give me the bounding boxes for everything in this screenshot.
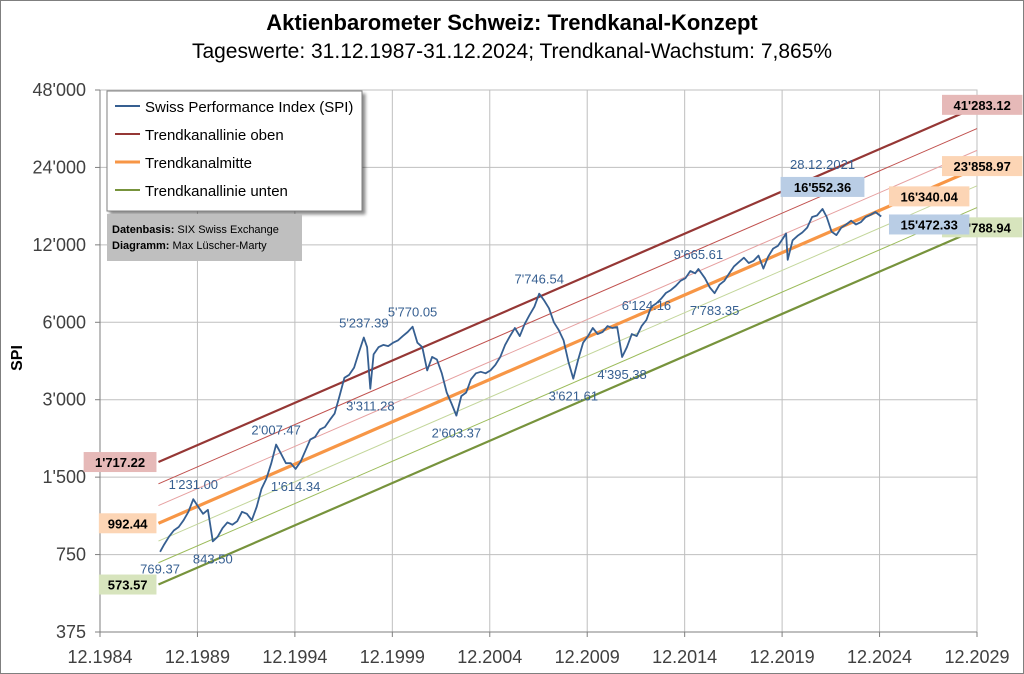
channel-start-upper-bg <box>83 452 157 473</box>
channel-line-upper <box>158 105 978 464</box>
annotation-label: 769.37 <box>140 562 180 577</box>
channel-end-middle: 23'858.97 <box>954 159 1011 174</box>
x-tick-label: 12.1989 <box>165 647 230 667</box>
source-note-line: Datenbasis: SIX Swiss Exchange <box>112 224 279 236</box>
legend-label: Swiss Performance Index (SPI) <box>145 99 353 116</box>
annotation-label: 9'665.61 <box>674 247 723 262</box>
x-tick-label: 12.2019 <box>750 647 815 667</box>
annotation-label: 28.12.2021 <box>790 157 855 172</box>
legend-box <box>106 90 363 212</box>
y-tick-label: 1'500 <box>43 467 86 487</box>
channel-line-lower <box>158 228 978 586</box>
source-note-bg <box>107 214 302 261</box>
annotation-label: 1'231.00 <box>169 477 218 492</box>
value-2024-bg <box>888 186 970 207</box>
value-2024: 15'472.33 <box>901 217 958 232</box>
channel-start-upper: 1'717.22 <box>95 455 145 470</box>
annotation-label: 843.50 <box>193 551 233 566</box>
channel-start-middle-bg <box>98 513 157 534</box>
annotation-label: 5'237.39 <box>339 315 388 330</box>
annotation-label: 3'621.61 <box>549 389 598 404</box>
annotation-label: 4'395.38 <box>597 367 646 382</box>
chart-title: Aktienbarometer Schweiz: Trendkanal-Konz… <box>266 10 758 35</box>
legend-label: Trendkanalmitte <box>145 155 252 172</box>
annotation-label: 3'311.28 <box>346 399 395 414</box>
channel-line-lower_inner <box>158 207 978 564</box>
y-axis-label: SPI <box>9 345 26 371</box>
x-tick-label: 12.1999 <box>360 647 425 667</box>
channel-end-upper-bg <box>942 94 1023 115</box>
x-tick-label: 12.2024 <box>847 647 912 667</box>
channel-end-upper: 41'283.12 <box>954 98 1011 113</box>
value-2024: 16'340.04 <box>901 189 959 204</box>
x-tick-label: 12.1994 <box>262 647 327 667</box>
annotation-label: 7'783.35 <box>690 303 739 318</box>
x-tick-label: 12.2009 <box>555 647 620 667</box>
source-note-line: Diagramm: Max Lüscher-Marty <box>112 240 267 252</box>
annotation-label: 5'770.05 <box>388 305 437 320</box>
source-note: Datenbasis: SIX Swiss Exchange Diagramm: … <box>107 214 302 261</box>
chart-subtitle: Tageswerte: 31.12.1987-31.12.2024; Trend… <box>191 40 833 63</box>
channel-line-lower_mid <box>158 185 978 542</box>
channel-end-middle-bg <box>942 156 1023 177</box>
x-tick-label: 12.2029 <box>944 647 1009 667</box>
legend: Swiss Performance Index (SPI) Trendkanall… <box>106 90 363 212</box>
channel-start-middle: 992.44 <box>108 516 149 531</box>
annotation-label: 2'603.37 <box>432 426 481 441</box>
annotation-label: 16'552.36 <box>794 180 851 195</box>
y-tick-label: 375 <box>56 622 86 642</box>
x-tick-label: 12.2014 <box>652 647 717 667</box>
annotation-label: 2'007.47 <box>251 423 300 438</box>
annotations: 769.37 1'231.00 843.50 2'007.47 1'614.34 5'23… <box>140 157 865 577</box>
annotation-label: 6'124.16 <box>622 298 671 313</box>
y-tick-label: 24'000 <box>33 157 87 177</box>
y-tick-label: 6'000 <box>43 312 86 332</box>
channel-start-lower-bg <box>98 574 157 595</box>
channel-line-upper_mid <box>158 149 978 507</box>
y-tick-label: 750 <box>56 545 86 565</box>
annotation-label: 1'614.34 <box>271 479 320 494</box>
y-tick-label: 3'000 <box>43 390 86 410</box>
y-tick-label: 48'000 <box>33 80 87 100</box>
axes: 375 750 1'500 3'000 6'000 12'000 24'000 48'000 1… <box>33 80 1010 667</box>
spi-line <box>159 207 882 553</box>
value-2024-bg <box>888 214 970 235</box>
annotation-label: 7'746.54 <box>514 272 563 287</box>
y-tick-label: 12'000 <box>33 235 87 255</box>
value-boxes: 1'717.2241'283.12992.4423'858.97573.5713… <box>83 94 1023 595</box>
legend-label: Trendkanallinie oben <box>145 127 284 144</box>
channel-start-lower: 573.57 <box>108 578 148 593</box>
spi-series <box>159 207 882 553</box>
x-tick-label: 12.2004 <box>457 647 522 667</box>
x-tick-label: 12.1984 <box>67 647 132 667</box>
annotation-box <box>780 176 865 197</box>
legend-label: Trendkanallinie unten <box>145 183 288 200</box>
